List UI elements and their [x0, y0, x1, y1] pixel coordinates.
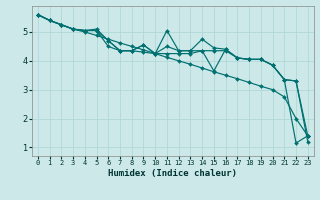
- X-axis label: Humidex (Indice chaleur): Humidex (Indice chaleur): [108, 169, 237, 178]
